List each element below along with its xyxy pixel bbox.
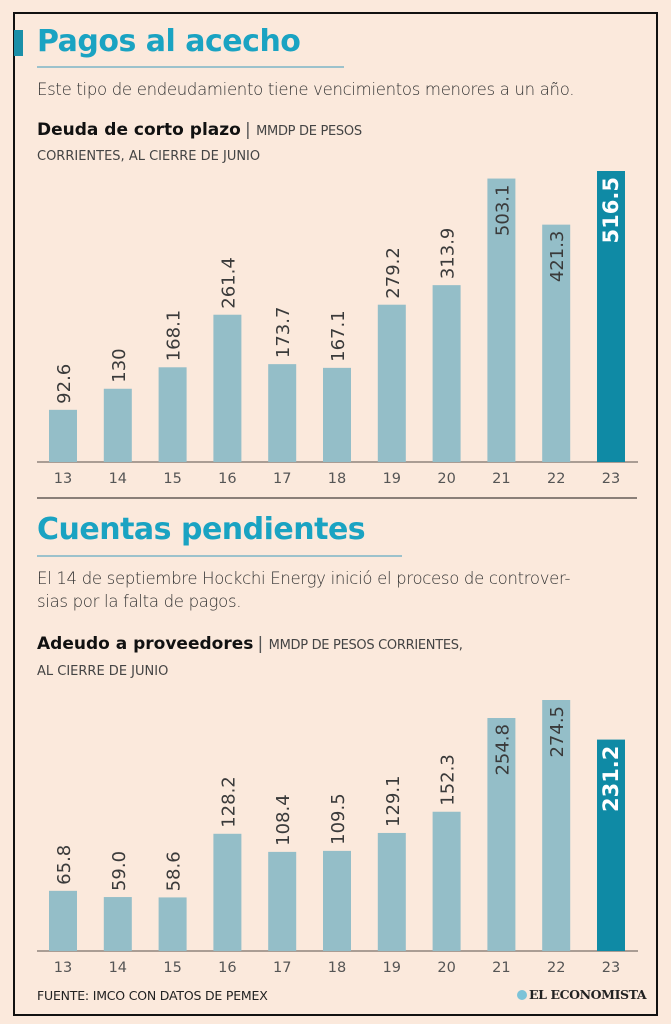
section2-lede: El 14 de septiembre Hockchi Energy inici…: [37, 567, 570, 613]
chart2-heading: Adeudo a proveedores | MMDP DE PESOS COR…: [37, 634, 463, 654]
x-tick-label-20: 20: [437, 960, 455, 976]
section-divider: [37, 497, 637, 499]
bar-14: [103, 897, 132, 951]
x-tick-label-21: 21: [492, 960, 510, 976]
x-tick-label-22: 22: [547, 471, 565, 487]
bar-20: [432, 285, 461, 462]
section2-title-rule: [37, 555, 402, 557]
bar-23: [597, 171, 625, 462]
bar-13: [49, 409, 77, 462]
x-tick-label-19: 19: [383, 471, 401, 487]
chart-deuda-corto-plazo: 92.6 13 130 14 168.1 15 261.4 16 173.7 17 167.1 18 2…: [37, 171, 638, 487]
value-label-16: 128.2: [218, 776, 239, 828]
value-label-23: 231.2: [599, 746, 623, 812]
bar-18: [323, 850, 351, 951]
x-tick-label-18: 18: [328, 471, 346, 487]
section2-lede-line2: sias por la falta de pagos.: [37, 592, 242, 611]
x-tick-label-19: 19: [383, 960, 401, 976]
bar-17: [268, 364, 297, 462]
bar-20: [432, 811, 461, 951]
chart-adeudo-proveedores: 65.8 13 59.0 14 58.6 15 128.2 16 108.4 17 109.5 18 1…: [37, 700, 638, 976]
x-tick-label-14: 14: [109, 960, 127, 976]
value-label-16: 261.4: [218, 257, 239, 309]
section-accent-bar: [14, 30, 23, 56]
x-tick-label-17: 17: [273, 471, 291, 487]
value-label-15: 58.6: [164, 851, 185, 891]
value-label-23: 516.5: [599, 177, 623, 243]
section2-title: Cuentas pendientes: [37, 512, 366, 547]
bar-21: [487, 178, 516, 462]
x-tick-label-23: 23: [602, 960, 620, 976]
x-tick-label-22: 22: [547, 960, 565, 976]
value-label-22: 274.5: [547, 706, 568, 758]
bar-19: [377, 832, 406, 951]
value-label-14: 130: [109, 348, 130, 382]
source-note: FUENTE: IMCO CON DATOS DE PEMEX: [37, 988, 268, 1003]
brand-logo: EL ECONOMISTA: [517, 987, 647, 1002]
section1-title: Pagos al acecho: [37, 24, 301, 59]
x-tick-label-20: 20: [437, 471, 455, 487]
x-tick-label-13: 13: [54, 471, 72, 487]
x-tick-label-14: 14: [109, 471, 127, 487]
brand-name: EL ECONOMISTA: [529, 987, 647, 1002]
value-label-19: 279.2: [383, 247, 404, 299]
value-label-17: 173.7: [273, 307, 294, 359]
bar-14: [103, 388, 132, 462]
bar-15: [158, 897, 187, 951]
value-label-18: 167.1: [328, 310, 349, 362]
chart1-unit-line2: CORRIENTES, AL CIERRE DE JUNIO: [37, 149, 261, 164]
bar-16: [213, 833, 242, 951]
bar-22: [542, 224, 571, 462]
section1-lede: Este tipo de endeudamiento tiene vencimi…: [37, 80, 575, 99]
x-tick-label-13: 13: [54, 960, 72, 976]
chart1-heading: Deuda de corto plazo | MMDP DE PESOS: [37, 120, 362, 140]
value-label-21: 254.8: [492, 724, 513, 776]
value-label-13: 65.8: [54, 845, 75, 885]
value-label-19: 129.1: [383, 775, 404, 827]
x-tick-label-15: 15: [163, 960, 181, 976]
value-label-21: 503.1: [492, 185, 513, 237]
bar-17: [268, 851, 297, 951]
x-tick-label-16: 16: [218, 960, 236, 976]
bar-13: [49, 890, 77, 951]
value-label-20: 152.3: [438, 754, 459, 806]
value-label-22: 421.3: [547, 231, 568, 283]
chart1-title: Deuda de corto plazo: [37, 120, 241, 140]
bar-18: [323, 367, 351, 462]
section1-title-rule: [37, 66, 344, 68]
x-tick-label-18: 18: [328, 960, 346, 976]
section2-lede-line1: El 14 de septiembre Hockchi Energy inici…: [37, 569, 571, 588]
bar-15: [158, 367, 187, 462]
bar-22: [542, 700, 571, 951]
x-tick-label-17: 17: [273, 960, 291, 976]
value-label-13: 92.6: [54, 364, 75, 404]
bar-21: [487, 718, 516, 951]
value-label-20: 313.9: [438, 228, 459, 280]
infographic-frame: [13, 12, 658, 1016]
value-label-15: 168.1: [164, 310, 185, 362]
bar-23: [597, 739, 625, 951]
value-label-18: 109.5: [328, 793, 349, 845]
x-tick-label-21: 21: [492, 471, 510, 487]
globe-icon: [517, 990, 527, 1000]
value-label-14: 59.0: [109, 851, 130, 891]
chart2-unit: MMDP DE PESOS CORRIENTES,: [268, 638, 463, 653]
chart1-unit: MMDP DE PESOS: [256, 124, 362, 139]
bar-19: [377, 304, 406, 462]
x-tick-label-16: 16: [218, 471, 236, 487]
value-label-17: 108.4: [273, 794, 294, 846]
x-tick-label-23: 23: [602, 471, 620, 487]
x-tick-label-15: 15: [163, 471, 181, 487]
bar-16: [213, 314, 242, 462]
chart2-title: Adeudo a proveedores: [37, 634, 254, 654]
chart2-unit-line2: AL CIERRE DE JUNIO: [37, 664, 169, 679]
